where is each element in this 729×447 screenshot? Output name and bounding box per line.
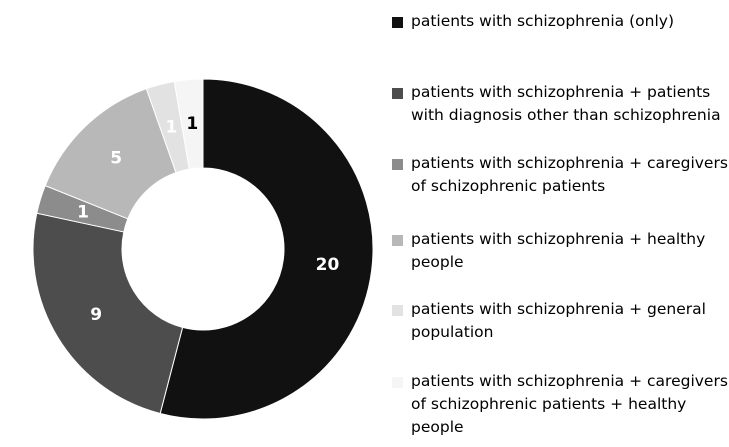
data-label: 1 [186, 114, 198, 134]
legend-swatch [392, 235, 403, 246]
legend-item-schizophrenia-plus-healthy: patients with schizophrenia + healthy pe… [392, 228, 729, 274]
data-label: 20 [316, 255, 340, 275]
slice-schizophrenia-only [159, 78, 374, 420]
legend-label: patients with schizophrenia + caregivers… [411, 372, 728, 436]
legend-item-schizophrenia-only: patients with schizophrenia (only) [392, 10, 729, 33]
legend-item-schizophrenia-plus-general-population: patients with schizophrenia + general po… [392, 298, 729, 344]
legend-item-schizophrenia-plus-caregivers: patients with schizophrenia + caregivers… [392, 152, 729, 198]
legend-swatch [392, 159, 403, 170]
legend-swatch [391, 376, 404, 389]
legend-swatch [392, 88, 403, 99]
legend-item-schizophrenia-plus-other-diagnosis: patients with schizophrenia + patients w… [392, 81, 729, 127]
legend-label: patients with schizophrenia + patients w… [411, 83, 721, 124]
legend-label: patients with schizophrenia (only) [411, 12, 674, 30]
legend-swatch [392, 17, 403, 28]
data-label: 1 [77, 202, 89, 222]
legend-label: patients with schizophrenia + healthy pe… [411, 230, 706, 271]
data-label: 1 [165, 118, 177, 138]
slice-other-diagnosis [32, 212, 184, 415]
legend-label: patients with schizophrenia + caregivers… [411, 154, 728, 195]
legend-swatch [392, 305, 403, 316]
legend-label: patients with schizophrenia + general po… [411, 300, 706, 341]
data-label: 9 [90, 305, 102, 325]
slice-caregivers-healthy [173, 78, 204, 170]
data-label: 5 [110, 148, 122, 168]
legend-item-schizophrenia-plus-caregivers-plus-healthy: patients with schizophrenia + caregivers… [391, 370, 729, 439]
legend: patients with schizophrenia (only) patie… [391, 0, 729, 447]
